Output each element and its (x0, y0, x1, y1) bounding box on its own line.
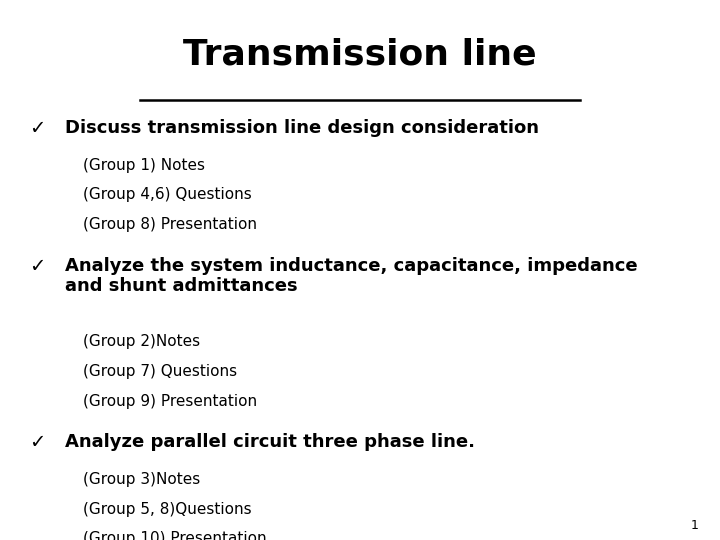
Text: 1: 1 (690, 519, 698, 532)
Text: (Group 2)Notes: (Group 2)Notes (83, 334, 200, 349)
Text: (Group 4,6) Questions: (Group 4,6) Questions (83, 187, 251, 202)
Text: Transmission line: Transmission line (183, 38, 537, 72)
Text: Discuss transmission line design consideration: Discuss transmission line design conside… (65, 119, 539, 137)
Text: (Group 8) Presentation: (Group 8) Presentation (83, 217, 257, 232)
Text: (Group 5, 8)Questions: (Group 5, 8)Questions (83, 502, 251, 517)
Text: ✓: ✓ (29, 119, 45, 138)
Text: Analyze the system inductance, capacitance, impedance
and shunt admittances: Analyze the system inductance, capacitan… (65, 256, 637, 295)
Text: Analyze parallel circuit three phase line.: Analyze parallel circuit three phase lin… (65, 433, 474, 451)
Text: (Group 9) Presentation: (Group 9) Presentation (83, 394, 257, 409)
Text: ✓: ✓ (29, 256, 45, 275)
Text: (Group 3)Notes: (Group 3)Notes (83, 472, 200, 487)
Text: ✓: ✓ (29, 433, 45, 452)
Text: (Group 1) Notes: (Group 1) Notes (83, 158, 204, 173)
Text: (Group 7) Questions: (Group 7) Questions (83, 364, 237, 379)
Text: (Group 10) Presentation: (Group 10) Presentation (83, 531, 266, 540)
